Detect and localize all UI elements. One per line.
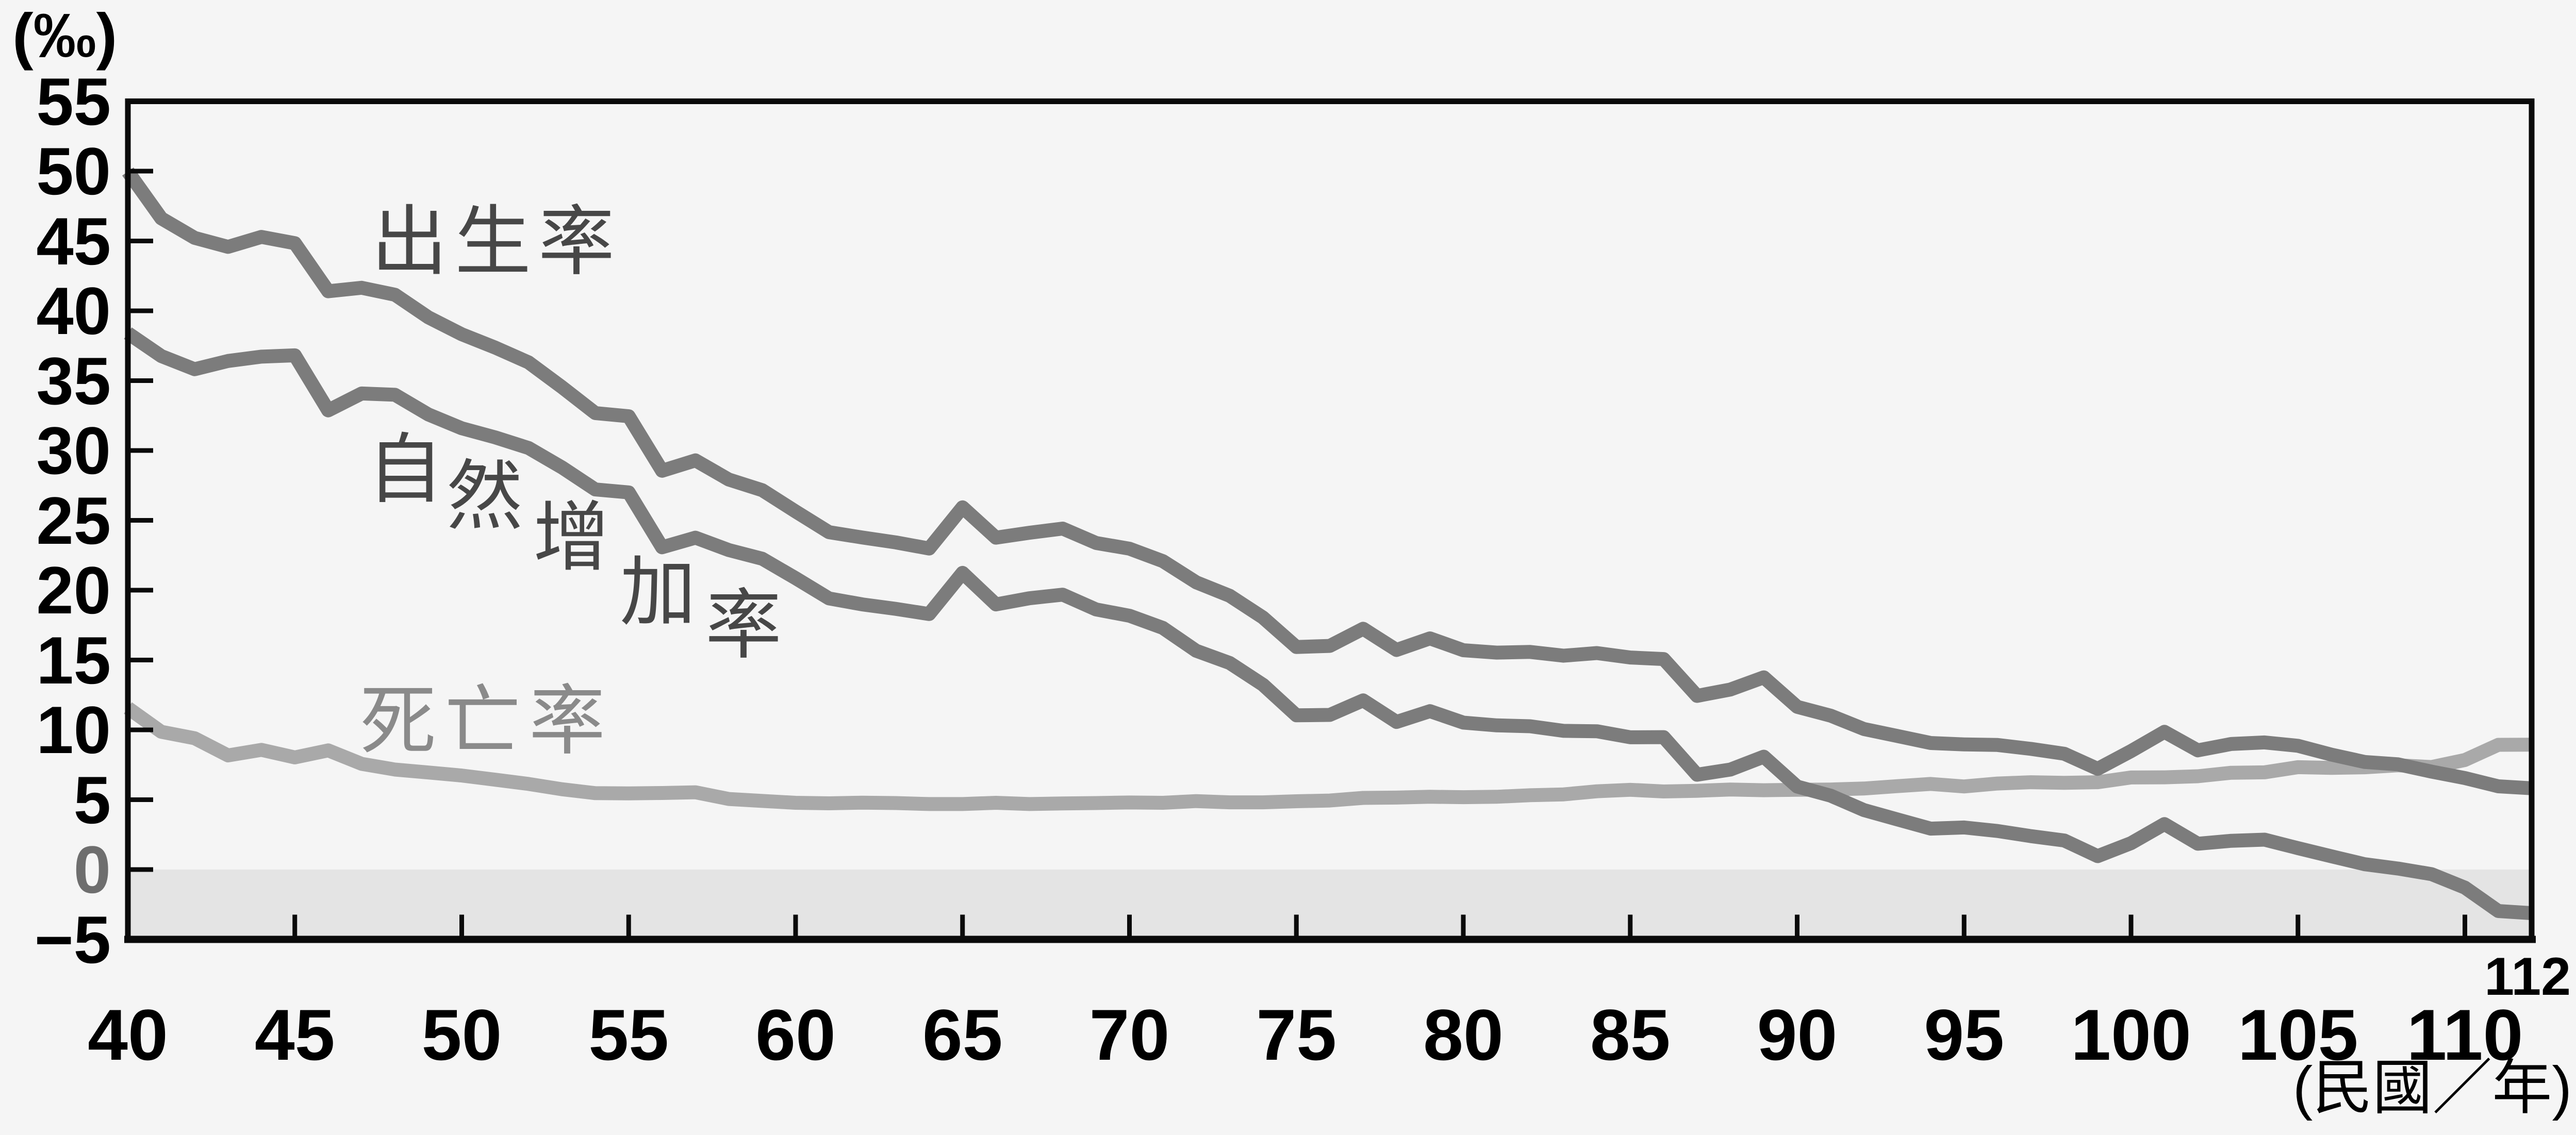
negative-region-band bbox=[128, 870, 2532, 940]
series-label-death-rate: 死亡率 bbox=[360, 679, 614, 764]
series-label-natural-increase-rate-char-5: 率 bbox=[705, 583, 782, 668]
series-label-natural-increase-rate-char-3: 增 bbox=[533, 495, 609, 580]
y-tick-label-55: 55 bbox=[36, 63, 111, 139]
series-label-birth-rate: 出生率 bbox=[371, 199, 622, 285]
y-tick-label-25: 25 bbox=[36, 482, 111, 558]
y-tick-label-40: 40 bbox=[36, 273, 111, 348]
series-line-death-rate bbox=[124, 702, 2532, 811]
y-tick-label-50: 50 bbox=[36, 133, 111, 209]
y-tick-label-15: 15 bbox=[36, 622, 111, 698]
x-tick-label-90: 90 bbox=[1757, 994, 1838, 1075]
x-tick-label-100: 100 bbox=[2071, 994, 2191, 1075]
x-tick-label-45: 45 bbox=[254, 994, 335, 1075]
y-tick-label-0: 0 bbox=[73, 832, 111, 907]
y-tick-label-5: 5 bbox=[73, 762, 111, 838]
x-tick-label-60: 60 bbox=[755, 994, 836, 1075]
x-axis-unit-label: (民國／年) bbox=[2292, 1054, 2572, 1121]
x-tick-label-85: 85 bbox=[1590, 994, 1671, 1075]
x-tick-label-105: 105 bbox=[2237, 994, 2358, 1075]
x-tick-label-50: 50 bbox=[421, 994, 502, 1075]
series-line-birth-rate bbox=[122, 167, 2532, 795]
x-tick-label-110: 110 bbox=[2406, 994, 2523, 1075]
y-tick-label-10: 10 bbox=[36, 692, 111, 767]
series-line-natural-increase-rate bbox=[124, 327, 2532, 921]
series-label-natural-increase-rate-char-1: 自 bbox=[367, 427, 443, 512]
x-tick-label-75: 75 bbox=[1256, 994, 1337, 1075]
x-tick-label-70: 70 bbox=[1089, 994, 1170, 1075]
y-tick-label-20: 20 bbox=[36, 553, 111, 628]
series-label-natural-increase-rate-char-2: 然 bbox=[447, 454, 523, 539]
x-tick-label-55: 55 bbox=[588, 994, 669, 1075]
y-tick-label-35: 35 bbox=[36, 343, 111, 419]
y-tick-label-30: 30 bbox=[36, 413, 111, 488]
y-axis-unit-label: (‰) bbox=[12, 1, 118, 71]
y-tick-label-45: 45 bbox=[36, 203, 111, 279]
x-tick-label-95: 95 bbox=[1924, 994, 2005, 1075]
x-tick-label-40: 40 bbox=[88, 994, 168, 1075]
x-axis-end-tick-label: 112 bbox=[2484, 947, 2571, 1007]
y-tick-label--5: −5 bbox=[34, 902, 111, 977]
x-tick-label-80: 80 bbox=[1423, 994, 1504, 1075]
x-tick-label-65: 65 bbox=[922, 994, 1003, 1075]
series-label-natural-increase-rate-char-4: 加 bbox=[620, 550, 696, 635]
